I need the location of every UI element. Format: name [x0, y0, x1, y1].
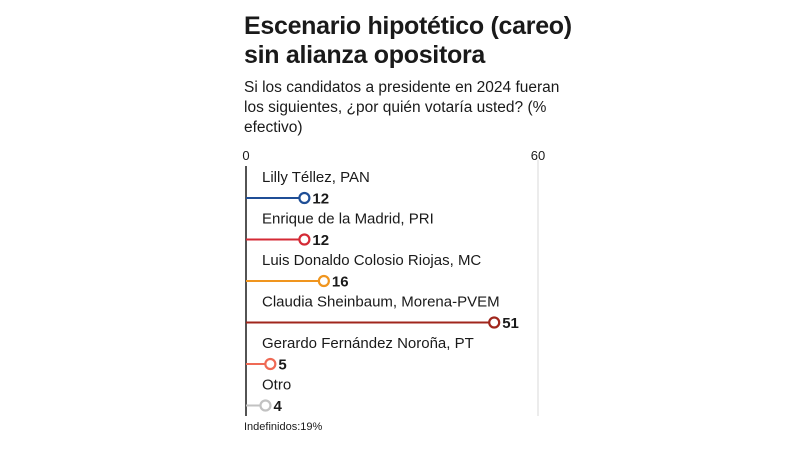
lollipop-dot: [298, 233, 311, 246]
value-label: 51: [502, 315, 519, 332]
value-label: 5: [278, 357, 286, 374]
value-label: 4: [273, 398, 282, 415]
value-label: 12: [312, 232, 329, 249]
category-label: Enrique de la Madrid, PRI: [262, 211, 434, 228]
lollipop-dot: [317, 274, 330, 288]
x-tick-label: 60: [531, 148, 545, 163]
footnote: Indefinidos:19%: [244, 421, 323, 433]
value-label: 16: [332, 274, 349, 291]
lollipop-dot: [259, 399, 272, 412]
chart-title: Escenario hipotético (careo) sin alianza…: [244, 12, 572, 69]
chart-subtitle: Si los candidatos a presidente en 2024 f…: [244, 79, 560, 136]
lollipop-dot: [264, 357, 277, 371]
category-label: Gerardo Fernández Noroña, PT: [262, 335, 474, 352]
category-label: Otro: [262, 377, 291, 394]
lollipop-dot: [488, 316, 501, 329]
x-tick-label: 0: [242, 148, 249, 163]
category-label: Luis Donaldo Colosio Riojas, MC: [262, 252, 481, 269]
category-label: Claudia Sheinbaum, Morena-PVEM: [262, 294, 500, 311]
lollipop-dot: [298, 191, 311, 205]
category-label: Lilly Téllez, PAN: [262, 169, 370, 186]
value-label: 12: [312, 191, 329, 208]
